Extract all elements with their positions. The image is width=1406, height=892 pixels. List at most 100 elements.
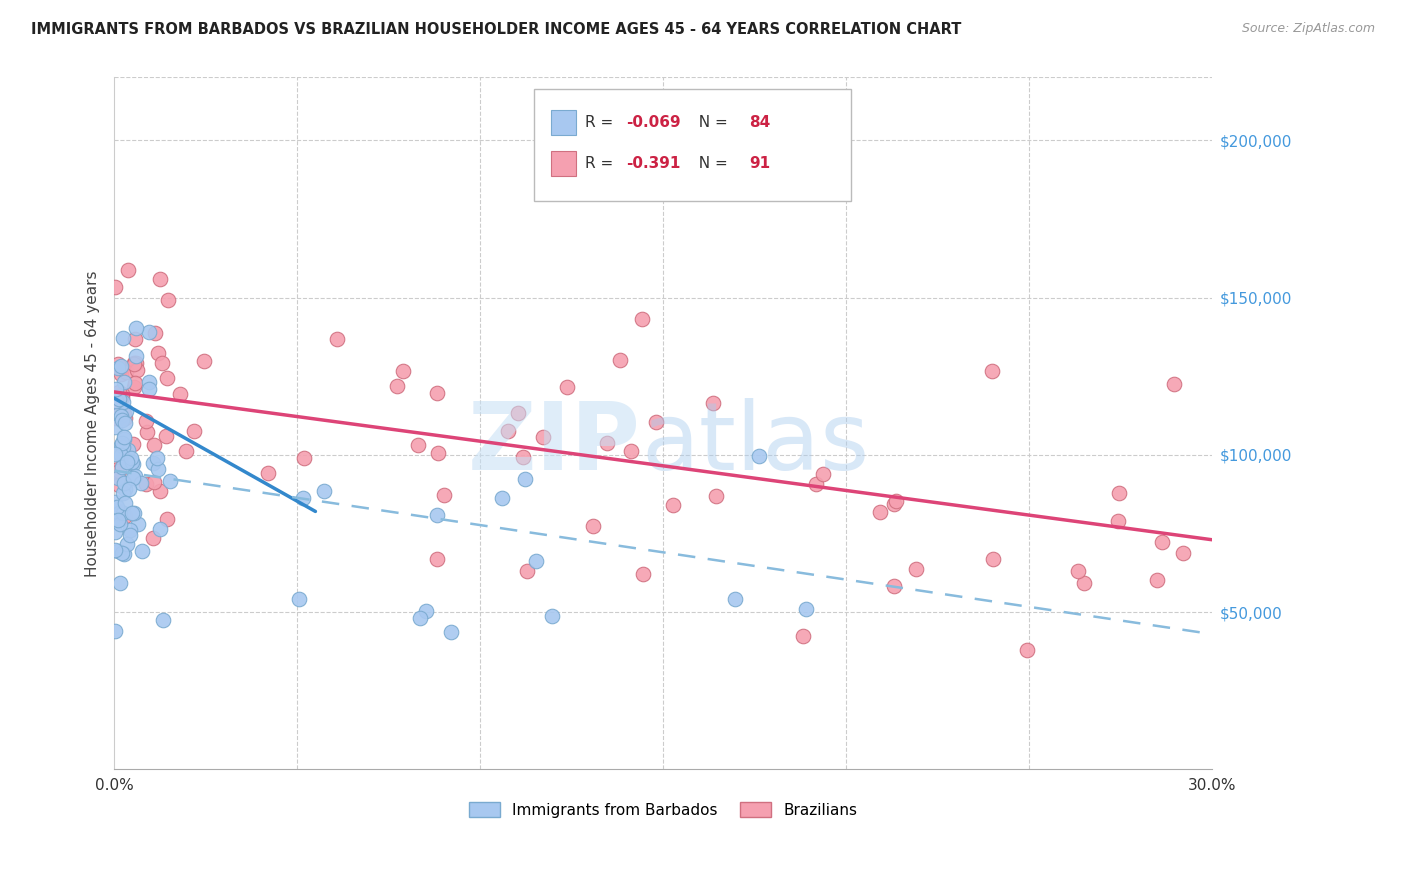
Legend: Immigrants from Barbados, Brazilians: Immigrants from Barbados, Brazilians [463,796,863,824]
Point [531,430,554,444]
Point [129,476,152,491]
Point [104,447,127,461]
Point [169,386,191,401]
Point [107,407,129,421]
Point [146,345,169,359]
Point [142,532,165,546]
Point [124,332,146,346]
Point [122,457,145,471]
Point [515,472,537,486]
Point [117,263,139,277]
Point [174,443,197,458]
Point [1015,642,1038,657]
Point [1107,515,1129,529]
Point [108,392,131,406]
Point [155,428,177,442]
Point [110,505,132,519]
Point [110,448,132,462]
Point [117,442,139,457]
Point [131,543,153,558]
Point [582,518,605,533]
Point [111,394,134,409]
Point [112,432,135,446]
Point [1150,534,1173,549]
Point [121,454,143,468]
Point [869,505,891,519]
Point [104,464,127,478]
Point [595,436,617,450]
Point [122,380,145,394]
Point [1171,546,1194,560]
Point [426,551,449,566]
Point [121,471,143,485]
Point [142,475,165,489]
Point [541,608,564,623]
Point [124,376,146,390]
Point [118,528,141,542]
Point [108,576,131,591]
Point [149,522,172,536]
Text: ZIP: ZIP [468,398,641,490]
Point [107,360,129,375]
Point [112,376,135,390]
Point [112,486,135,500]
Text: atlas: atlas [641,398,869,490]
Point [288,591,311,606]
Point [143,326,166,340]
Point [149,272,172,286]
Point [107,462,129,476]
Point [110,409,132,424]
Point [104,524,127,539]
Point [155,370,177,384]
Point [108,464,131,478]
Point [105,399,128,413]
Point [905,562,928,576]
Point [256,467,278,481]
Point [884,494,907,508]
Point [115,365,138,379]
Point [516,564,538,578]
Point [111,413,134,427]
Point [981,551,1004,566]
Point [117,455,139,469]
Point [120,455,142,469]
Point [111,440,134,454]
Point [114,496,136,510]
Text: R =: R = [585,115,619,129]
Point [557,380,579,394]
Point [1067,564,1090,578]
Point [108,478,131,492]
Point [426,385,449,400]
Point [124,321,146,335]
Point [114,410,136,425]
Point [811,467,834,481]
Point [630,311,652,326]
Point [114,416,136,430]
Point [792,629,814,643]
Point [426,508,449,522]
Point [427,445,450,459]
Point [110,360,132,375]
Point [146,462,169,476]
Point [127,516,149,531]
Point [193,354,215,368]
Point [183,424,205,438]
Point [142,438,165,452]
Text: R =: R = [585,156,623,170]
Point [104,280,127,294]
Point [152,356,174,370]
Point [111,331,134,345]
Point [724,592,747,607]
Point [111,546,134,560]
Point [155,512,177,526]
Point [135,476,157,491]
Point [138,375,160,389]
Point [107,544,129,558]
Point [138,383,160,397]
Point [124,357,146,371]
Point [145,450,167,465]
Text: Source: ZipAtlas.com: Source: ZipAtlas.com [1241,22,1375,36]
Point [326,332,349,346]
Text: -0.391: -0.391 [626,156,681,170]
Point [118,483,141,497]
